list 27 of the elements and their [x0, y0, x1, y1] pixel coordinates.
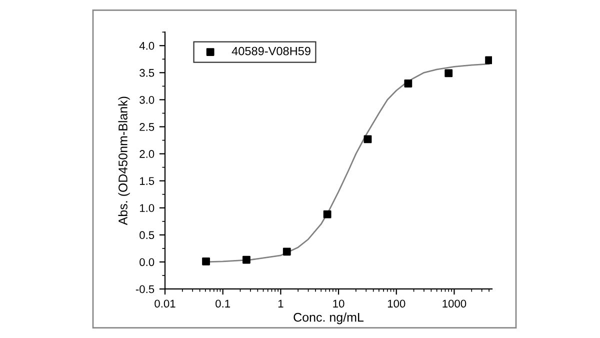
y-tick-label: 0.5 — [140, 231, 154, 240]
point — [485, 56, 492, 64]
y-tick-label: 1.0 — [140, 204, 154, 212]
x-tick-label: 1000 — [442, 300, 466, 308]
x-tick-label: 0.01 — [154, 300, 176, 308]
point — [323, 210, 332, 218]
y-tick-label: -0.5 — [136, 285, 154, 294]
x-tick-label: 1 — [278, 300, 284, 308]
legend-label: 40589-V08H59 — [232, 46, 310, 56]
point — [364, 135, 372, 144]
y-tick-label: 0.0 — [140, 258, 154, 266]
x-tick-label: 100 — [388, 300, 406, 308]
y-tick-label: 3.0 — [140, 96, 154, 104]
y-tick-label: 2.5 — [140, 123, 154, 131]
y-tick-label: 2.0 — [140, 150, 154, 158]
x-tick-label: 0.1 — [216, 300, 230, 308]
y-tick-label: 4.0 — [139, 42, 154, 50]
point — [404, 80, 412, 88]
y-tick-label: 1.5 — [140, 177, 154, 185]
point — [444, 69, 453, 78]
point — [282, 248, 291, 256]
y-axis-title: Abs. (OD450nm-Blank) — [118, 96, 130, 226]
x-tick-label: 10 — [333, 300, 344, 308]
y-tick-label: 3.5 — [140, 68, 154, 77]
point — [202, 257, 210, 266]
x-axis-title: Conc. ng/mL — [294, 312, 364, 324]
point — [242, 256, 250, 264]
